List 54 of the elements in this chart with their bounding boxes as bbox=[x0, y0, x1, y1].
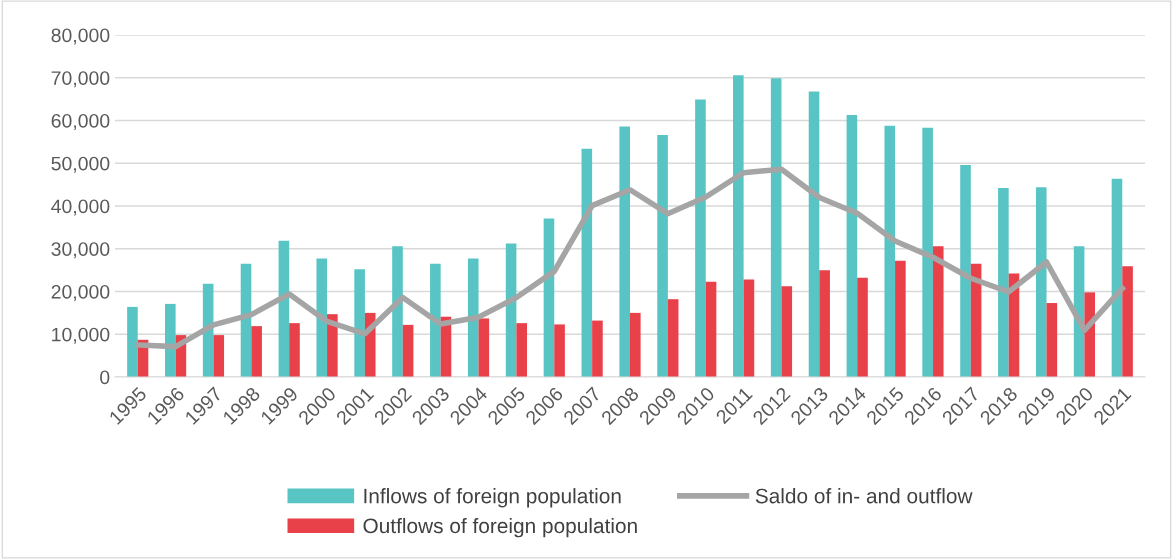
bar bbox=[846, 114, 858, 377]
bar bbox=[781, 286, 793, 377]
bar bbox=[733, 75, 744, 377]
bar bbox=[619, 126, 630, 377]
bar bbox=[354, 269, 365, 377]
bar bbox=[932, 246, 944, 377]
bar bbox=[516, 323, 527, 377]
y-tick-label: 0 bbox=[100, 370, 110, 385]
bar bbox=[592, 320, 603, 377]
legend-label: Outflows of foreign population bbox=[363, 517, 637, 538]
bar bbox=[478, 318, 490, 377]
bar bbox=[922, 127, 933, 377]
bar bbox=[657, 135, 668, 377]
bar bbox=[1111, 178, 1123, 377]
y-tick-label: 80,000 bbox=[51, 28, 110, 45]
bar bbox=[316, 258, 328, 377]
bar bbox=[895, 260, 906, 377]
bar bbox=[743, 279, 755, 377]
bar bbox=[430, 263, 441, 377]
bar bbox=[213, 335, 225, 377]
bar bbox=[884, 125, 896, 377]
y-tick-label: 70,000 bbox=[51, 71, 110, 88]
bar bbox=[392, 246, 403, 377]
y-tick-label: 40,000 bbox=[51, 199, 110, 216]
bar bbox=[695, 99, 706, 377]
bar bbox=[467, 258, 479, 377]
bar bbox=[554, 324, 565, 377]
bar bbox=[127, 306, 138, 377]
bar bbox=[1035, 187, 1047, 377]
y-tick-label: 60,000 bbox=[51, 113, 110, 131]
bar bbox=[667, 299, 679, 377]
bar bbox=[808, 91, 820, 377]
y-tick-label: 20,000 bbox=[51, 284, 110, 302]
legend-label: Inflows of foreign population bbox=[364, 488, 621, 508]
bar bbox=[819, 270, 830, 377]
y-tick-label: 50,000 bbox=[51, 156, 110, 173]
bar bbox=[705, 281, 717, 377]
bar bbox=[164, 303, 176, 377]
y-tick-label: 30,000 bbox=[51, 242, 110, 259]
bar bbox=[998, 188, 1009, 377]
bar bbox=[960, 164, 971, 377]
bar bbox=[1122, 266, 1133, 377]
bar bbox=[630, 312, 641, 377]
bar bbox=[857, 277, 868, 377]
y-tick-label: 10,000 bbox=[52, 327, 110, 344]
legend-label: Saldo of in- and outflow bbox=[755, 488, 973, 504]
bar bbox=[402, 324, 414, 377]
bar bbox=[1084, 292, 1096, 377]
bar bbox=[289, 323, 300, 377]
bar bbox=[327, 314, 338, 377]
bar bbox=[543, 218, 555, 377]
bar bbox=[251, 326, 262, 377]
bar bbox=[1046, 303, 1058, 377]
bar bbox=[770, 78, 782, 377]
